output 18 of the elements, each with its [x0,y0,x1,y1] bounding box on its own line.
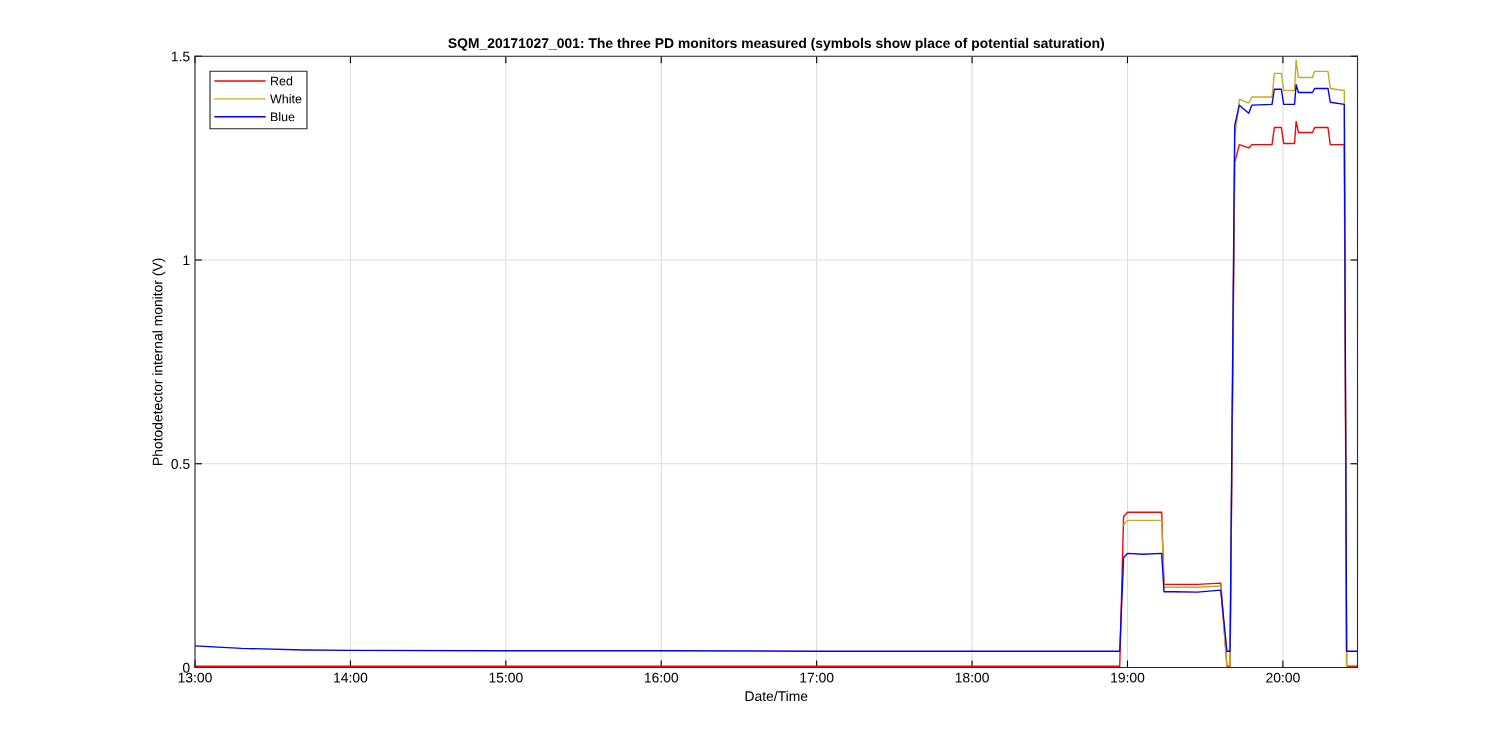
x-tick-label: 16:00 [644,672,679,683]
x-tick-label: 18:00 [955,672,989,683]
x-tick-label: 20:00 [1266,672,1300,683]
legend-label: Red [271,76,293,86]
x-axis-title: Date/Time [745,690,808,702]
x-tick-label: 13:00 [178,672,212,683]
chart-title: SQM_20171027_001: The three PD monitors measured (symbols show place of potential saturation) [448,37,1104,51]
x-tick-label: 19:00 [1111,672,1145,683]
legend-label: Blue [271,112,295,122]
x-tick-label: 15:00 [489,672,523,683]
y-tick-label: 1 [183,255,190,266]
y-tick-label: 0.5 [171,459,190,469]
y-axis-title: Photodetector internal monitor (V) [152,258,166,465]
x-tick-label: 17:00 [800,672,834,683]
x-tick-label: 14:00 [334,672,368,683]
legend-label: White [270,94,302,104]
y-tick-label: 1.5 [171,51,190,62]
y-tick-label: 0 [182,662,190,673]
